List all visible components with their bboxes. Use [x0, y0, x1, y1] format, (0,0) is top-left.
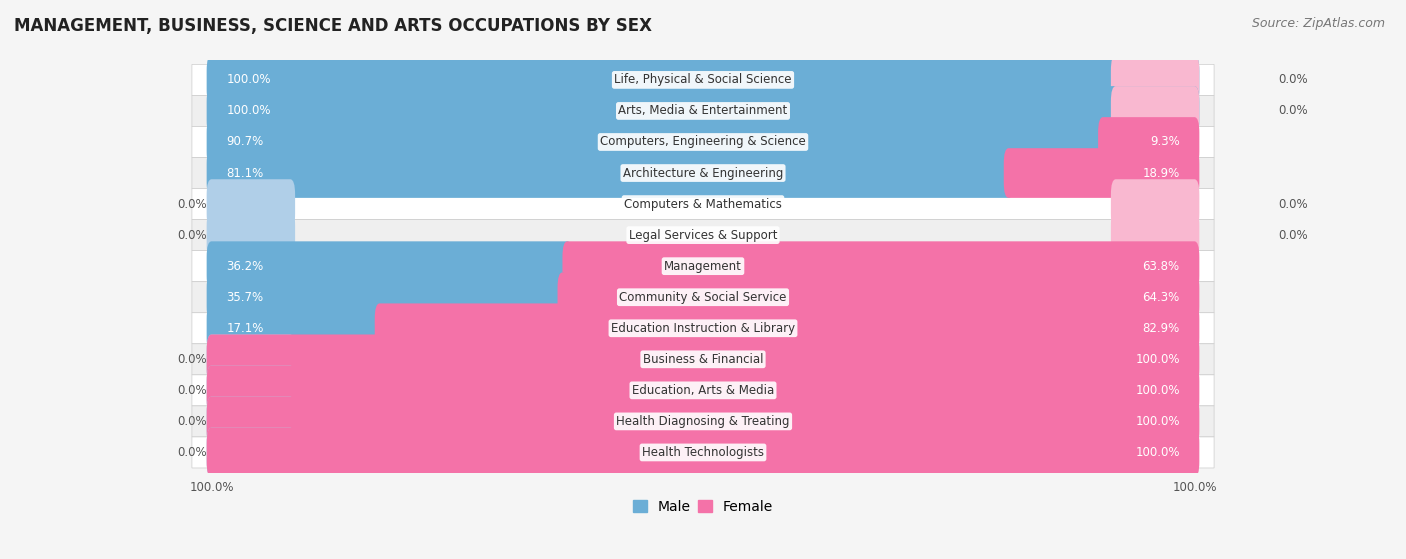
Text: 36.2%: 36.2% — [226, 260, 263, 273]
FancyBboxPatch shape — [207, 272, 568, 322]
FancyBboxPatch shape — [207, 334, 295, 384]
Text: 0.0%: 0.0% — [1278, 197, 1308, 211]
FancyBboxPatch shape — [207, 334, 1199, 384]
FancyBboxPatch shape — [191, 64, 1215, 96]
Text: Source: ZipAtlas.com: Source: ZipAtlas.com — [1251, 17, 1385, 30]
Text: 17.1%: 17.1% — [226, 322, 264, 335]
Text: 0.0%: 0.0% — [177, 415, 207, 428]
FancyBboxPatch shape — [191, 406, 1215, 437]
Text: Legal Services & Support: Legal Services & Support — [628, 229, 778, 241]
FancyBboxPatch shape — [191, 96, 1215, 126]
FancyBboxPatch shape — [207, 396, 1199, 446]
Text: 0.0%: 0.0% — [177, 384, 207, 397]
Text: 0.0%: 0.0% — [1278, 229, 1308, 241]
FancyBboxPatch shape — [191, 282, 1215, 312]
FancyBboxPatch shape — [207, 428, 1199, 477]
Text: 100.0%: 100.0% — [226, 105, 271, 117]
FancyBboxPatch shape — [558, 272, 1199, 322]
FancyBboxPatch shape — [207, 304, 385, 353]
FancyBboxPatch shape — [207, 179, 295, 229]
Text: 0.0%: 0.0% — [177, 353, 207, 366]
Text: Education Instruction & Library: Education Instruction & Library — [612, 322, 794, 335]
FancyBboxPatch shape — [191, 250, 1215, 282]
Text: 0.0%: 0.0% — [177, 197, 207, 211]
Text: 100.0%: 100.0% — [226, 73, 271, 87]
FancyBboxPatch shape — [207, 366, 1199, 415]
FancyBboxPatch shape — [191, 188, 1215, 220]
FancyBboxPatch shape — [1111, 210, 1199, 260]
Text: Computers & Mathematics: Computers & Mathematics — [624, 197, 782, 211]
FancyBboxPatch shape — [207, 210, 295, 260]
Text: 9.3%: 9.3% — [1150, 135, 1180, 149]
FancyBboxPatch shape — [207, 428, 295, 477]
Text: 64.3%: 64.3% — [1143, 291, 1180, 304]
FancyBboxPatch shape — [207, 241, 572, 291]
Text: 100.0%: 100.0% — [1135, 415, 1180, 428]
Text: 0.0%: 0.0% — [177, 229, 207, 241]
FancyBboxPatch shape — [191, 375, 1215, 406]
FancyBboxPatch shape — [1098, 117, 1199, 167]
FancyBboxPatch shape — [1111, 86, 1199, 136]
Text: 100.0%: 100.0% — [1135, 446, 1180, 459]
Text: Education, Arts & Media: Education, Arts & Media — [631, 384, 775, 397]
Text: 0.0%: 0.0% — [1278, 73, 1308, 87]
Text: 35.7%: 35.7% — [226, 291, 263, 304]
Text: 90.7%: 90.7% — [226, 135, 263, 149]
FancyBboxPatch shape — [191, 126, 1215, 158]
FancyBboxPatch shape — [207, 55, 1199, 105]
FancyBboxPatch shape — [207, 148, 1014, 198]
Text: 100.0%: 100.0% — [1135, 384, 1180, 397]
Text: 0.0%: 0.0% — [1278, 105, 1308, 117]
Text: Community & Social Service: Community & Social Service — [619, 291, 787, 304]
Text: 63.8%: 63.8% — [1143, 260, 1180, 273]
Legend: Male, Female: Male, Female — [627, 494, 779, 519]
FancyBboxPatch shape — [191, 158, 1215, 188]
Text: Life, Physical & Social Science: Life, Physical & Social Science — [614, 73, 792, 87]
Text: Management: Management — [664, 260, 742, 273]
Text: 0.0%: 0.0% — [177, 446, 207, 459]
Text: 82.9%: 82.9% — [1143, 322, 1180, 335]
FancyBboxPatch shape — [1111, 55, 1199, 105]
Text: Architecture & Engineering: Architecture & Engineering — [623, 167, 783, 179]
FancyBboxPatch shape — [1111, 179, 1199, 229]
Text: Business & Financial: Business & Financial — [643, 353, 763, 366]
Text: 18.9%: 18.9% — [1143, 167, 1180, 179]
Text: 100.0%: 100.0% — [1135, 353, 1180, 366]
Text: MANAGEMENT, BUSINESS, SCIENCE AND ARTS OCCUPATIONS BY SEX: MANAGEMENT, BUSINESS, SCIENCE AND ARTS O… — [14, 17, 652, 35]
FancyBboxPatch shape — [191, 312, 1215, 344]
FancyBboxPatch shape — [375, 304, 1199, 353]
FancyBboxPatch shape — [207, 86, 1199, 136]
FancyBboxPatch shape — [191, 220, 1215, 250]
Text: Computers, Engineering & Science: Computers, Engineering & Science — [600, 135, 806, 149]
Text: Health Technologists: Health Technologists — [643, 446, 763, 459]
FancyBboxPatch shape — [207, 396, 295, 446]
FancyBboxPatch shape — [207, 117, 1108, 167]
Text: 81.1%: 81.1% — [226, 167, 263, 179]
FancyBboxPatch shape — [191, 344, 1215, 375]
FancyBboxPatch shape — [1004, 148, 1199, 198]
Text: Health Diagnosing & Treating: Health Diagnosing & Treating — [616, 415, 790, 428]
FancyBboxPatch shape — [191, 437, 1215, 468]
FancyBboxPatch shape — [207, 366, 295, 415]
FancyBboxPatch shape — [562, 241, 1199, 291]
Text: Arts, Media & Entertainment: Arts, Media & Entertainment — [619, 105, 787, 117]
